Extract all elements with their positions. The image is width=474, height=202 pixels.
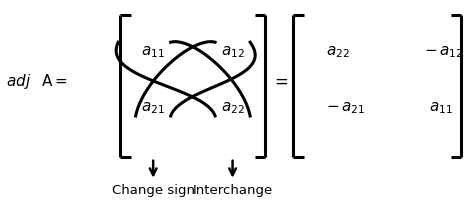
Text: Interchange: Interchange	[192, 184, 273, 197]
Text: $a_{12}$: $a_{12}$	[221, 44, 245, 60]
Text: Change sign: Change sign	[112, 184, 195, 197]
Text: $-\,a_{21}$: $-\,a_{21}$	[326, 100, 365, 116]
Text: $a_{21}$: $a_{21}$	[141, 100, 165, 116]
Text: $=$: $=$	[271, 72, 288, 90]
Text: $a_{11}$: $a_{11}$	[429, 100, 453, 116]
Text: $-\,a_{12}$: $-\,a_{12}$	[424, 44, 463, 60]
Text: $a_{22}$: $a_{22}$	[326, 44, 350, 60]
Text: $\mathit{adj}$: $\mathit{adj}$	[6, 72, 31, 90]
Text: $\mathrm{A} =$: $\mathrm{A} =$	[41, 73, 68, 89]
Text: $a_{22}$: $a_{22}$	[221, 100, 245, 116]
Text: $a_{11}$: $a_{11}$	[141, 44, 165, 60]
